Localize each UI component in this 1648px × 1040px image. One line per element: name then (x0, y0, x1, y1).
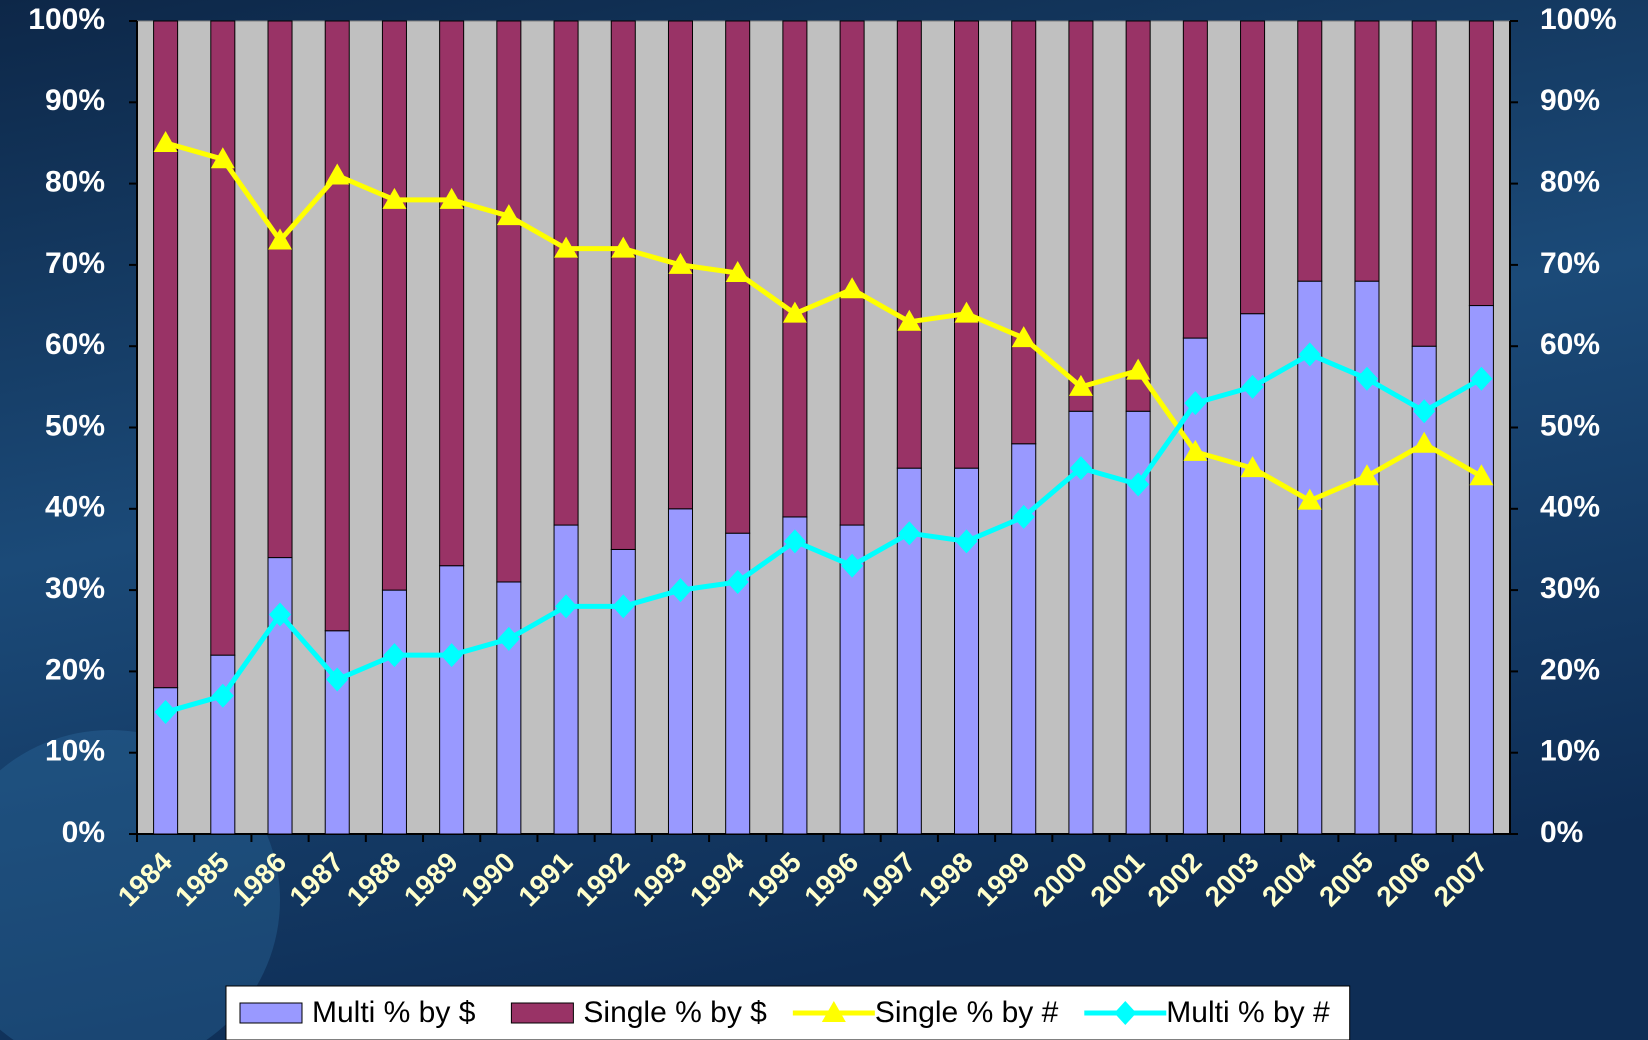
y2-tick-label: 100% (1540, 3, 1617, 36)
bar-segment (440, 21, 464, 566)
y-tick-label: 20% (45, 653, 105, 686)
y-tick-label: 70% (45, 247, 105, 280)
y-tick-label: 40% (45, 491, 105, 524)
y2-tick-label: 70% (1540, 247, 1600, 280)
bar-segment (611, 21, 635, 549)
y-tick-label: 100% (28, 3, 105, 36)
bar-segment (1412, 21, 1436, 346)
chart: 0% 10% 20% 30% 40% 50% 60% 70% 80% 90% 100% 0% 10% 20… (0, 0, 1648, 1040)
y2-tick-label: 10% (1540, 735, 1600, 768)
page: {"chart_data": {"type": "stacked-bar-lin… (0, 0, 1648, 1040)
bar-segment (1355, 21, 1379, 281)
bar-segment (497, 21, 521, 582)
bar-segment (325, 631, 349, 834)
y2-tick-label: 20% (1540, 653, 1600, 686)
bar-segment (783, 21, 807, 517)
bar-segment (1469, 21, 1493, 306)
legend-label: Single % by # (875, 996, 1059, 1029)
bar-segment (211, 21, 235, 655)
bar-segment (611, 549, 635, 834)
bar-segment (1069, 21, 1093, 411)
bar-segment (1012, 444, 1036, 834)
bar-segment (382, 21, 406, 590)
y2-tick-label: 50% (1540, 409, 1600, 442)
y-tick-label: 60% (45, 328, 105, 361)
bar-segment (955, 21, 979, 468)
bar-segment (783, 517, 807, 834)
bar-segment (1012, 21, 1036, 444)
bar-segment (1298, 21, 1322, 281)
bar-segment (325, 21, 349, 631)
y2-tick-label: 0% (1540, 816, 1583, 849)
bar-segment (382, 590, 406, 834)
legend: Multi % by $ Single % by $ Single % by # Mu… (226, 986, 1350, 1040)
y-tick-label: 10% (45, 735, 105, 768)
bar-segment (154, 21, 178, 688)
legend-swatch (511, 1003, 573, 1023)
y-tick-label: 50% (45, 409, 105, 442)
bar-segment (554, 525, 578, 834)
bar-segment (1241, 21, 1265, 314)
y2-tick-label: 30% (1540, 572, 1600, 605)
bar-segment (554, 21, 578, 525)
y-tick-label: 80% (45, 166, 105, 199)
bar-segment (497, 582, 521, 834)
bar-segment (268, 558, 292, 834)
bar-segment (1355, 281, 1379, 834)
bar-segment (1126, 21, 1150, 411)
legend-label: Multi % by # (1166, 996, 1330, 1029)
bar-segment (897, 21, 921, 468)
legend-swatch (240, 1003, 302, 1023)
legend-label: Single % by $ (583, 996, 767, 1029)
legend-label: Multi % by $ (312, 996, 476, 1029)
y-tick-label: 30% (45, 572, 105, 605)
bar-segment (955, 468, 979, 834)
bar-segment (668, 509, 692, 834)
y2-tick-label: 90% (1540, 84, 1600, 117)
bar-segment (268, 21, 292, 558)
bar-segment (840, 21, 864, 525)
y2-tick-label: 80% (1540, 166, 1600, 199)
y2-tick-label: 40% (1540, 491, 1600, 524)
y-tick-label: 90% (45, 84, 105, 117)
y2-tick-label: 60% (1540, 328, 1600, 361)
bar-segment (440, 566, 464, 834)
y-tick-label: 0% (62, 816, 105, 849)
bar-segment (1183, 21, 1207, 338)
